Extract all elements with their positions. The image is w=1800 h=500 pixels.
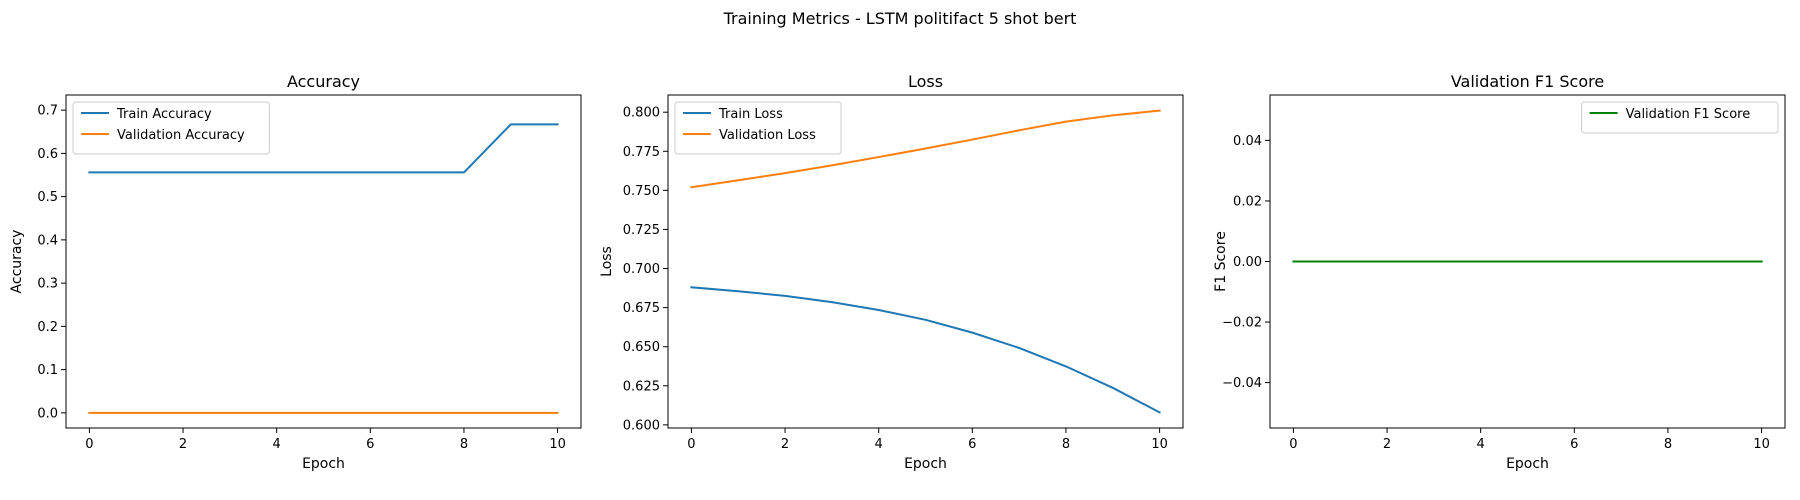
- accuracy-y-tick-label: 0.6: [37, 147, 58, 162]
- loss-y-tick-label: 0.800: [623, 106, 660, 121]
- loss-axes-frame: [667, 94, 1184, 429]
- f1-x-tick-label: 10: [1753, 437, 1770, 452]
- loss-series-validation-loss: [690, 109, 1161, 189]
- f1-x-tick-label: 8: [1664, 437, 1672, 452]
- loss-panel: 0 2 4 6 8 10 0.600 0.625 0.650 0.675 0.700 0.725 0.7…: [599, 72, 1184, 472]
- accuracy-panel-title: Accuracy: [287, 72, 360, 91]
- accuracy-x-tick-label: 10: [549, 437, 566, 452]
- loss-x-tick-label: 4: [875, 437, 883, 452]
- accuracy-y-tick-label: 0.4: [37, 233, 58, 248]
- loss-y-tick-label: 0.600: [623, 418, 660, 433]
- accuracy-y-tick-label: 0.7: [37, 104, 58, 119]
- loss-y-tick-label: 0.775: [623, 145, 660, 160]
- f1-x-tick-label: 6: [1570, 437, 1578, 452]
- f1-score-panel: 0 2 4 6 8 10 −0.04 −0.02 0.00 0.02 0.04 Validation …: [1213, 72, 1786, 472]
- accuracy-y-axis-label: Accuracy: [9, 230, 25, 294]
- f1-y-tick-label: 0.02: [1233, 194, 1262, 209]
- accuracy-legend-label-train-accuracy: Train Accuracy: [116, 107, 212, 122]
- loss-x-tick-label: 6: [968, 437, 976, 452]
- f1-legend: Validation F1 Score: [1581, 101, 1779, 134]
- loss-legend-label-train-loss: Train Loss: [718, 107, 783, 122]
- f1-y-axis-label: F1 Score: [1213, 231, 1229, 292]
- accuracy-x-axis-label: Epoch: [302, 456, 345, 472]
- loss-y-tick-label: 0.650: [623, 340, 660, 355]
- loss-series-train-loss: [690, 286, 1161, 414]
- accuracy-axes-frame: [65, 94, 582, 429]
- accuracy-x-tick-label: 8: [460, 437, 468, 452]
- accuracy-legend-label-validation-accuracy: Validation Accuracy: [117, 128, 245, 143]
- loss-y-tick-label: 0.725: [623, 223, 660, 238]
- figure-suptitle: Training Metrics - LSTM politifact 5 sho…: [723, 9, 1077, 28]
- loss-x-tick-label: 2: [781, 437, 789, 452]
- loss-y-axis-label: Loss: [599, 246, 615, 277]
- f1-x-tick-label: 0: [1289, 437, 1297, 452]
- loss-x-tick-label: 10: [1151, 437, 1168, 452]
- accuracy-legend: Train Accuracy Validation Accuracy: [72, 101, 270, 155]
- loss-legend-label-validation-loss: Validation Loss: [719, 128, 816, 143]
- loss-panel-title: Loss: [908, 72, 943, 91]
- f1-y-tick-label: −0.02: [1222, 316, 1262, 331]
- loss-x-tick-label: 0: [687, 437, 695, 452]
- accuracy-y-tick-label: 0.5: [37, 190, 58, 205]
- f1-legend-box: [1581, 101, 1779, 134]
- loss-y-tick-label: 0.675: [623, 301, 660, 316]
- f1-x-tick-label: 4: [1477, 437, 1485, 452]
- accuracy-legend-box: [72, 101, 270, 155]
- accuracy-y-tick-label: 0.2: [37, 320, 58, 335]
- f1-x-axis-label: Epoch: [1506, 456, 1549, 472]
- f1-panel-title: Validation F1 Score: [1451, 72, 1604, 91]
- accuracy-series-train-accuracy: [88, 123, 559, 174]
- f1-y-tick-label: 0.00: [1233, 255, 1262, 270]
- loss-x-axis-label: Epoch: [904, 456, 947, 472]
- loss-y-tick-label: 0.625: [623, 379, 660, 394]
- f1-x-tick-label: 2: [1383, 437, 1391, 452]
- accuracy-x-tick-label: 6: [366, 437, 374, 452]
- accuracy-y-tick-label: 0.1: [37, 363, 58, 378]
- accuracy-x-tick-label: 0: [85, 437, 93, 452]
- accuracy-x-tick-label: 4: [273, 437, 281, 452]
- accuracy-panel: 0 2 4 6 8 10 0.0 0.1 0.2 0.3 0.4 0.5 0.6 0.7 Accuracy E…: [9, 72, 582, 472]
- loss-y-tick-label: 0.750: [623, 184, 660, 199]
- f1-y-tick-label: −0.04: [1222, 376, 1262, 391]
- accuracy-y-tick-label: 0.3: [37, 277, 58, 292]
- loss-legend-box: [674, 101, 842, 155]
- loss-legend: Train Loss Validation Loss: [674, 101, 842, 155]
- loss-x-tick-label: 8: [1062, 437, 1070, 452]
- f1-legend-label-validation-f1-score: Validation F1 Score: [1626, 107, 1751, 122]
- accuracy-y-tick-label: 0.0: [37, 406, 58, 421]
- accuracy-x-tick-label: 2: [179, 437, 187, 452]
- f1-y-tick-label: 0.04: [1233, 134, 1262, 149]
- loss-y-tick-label: 0.700: [623, 262, 660, 277]
